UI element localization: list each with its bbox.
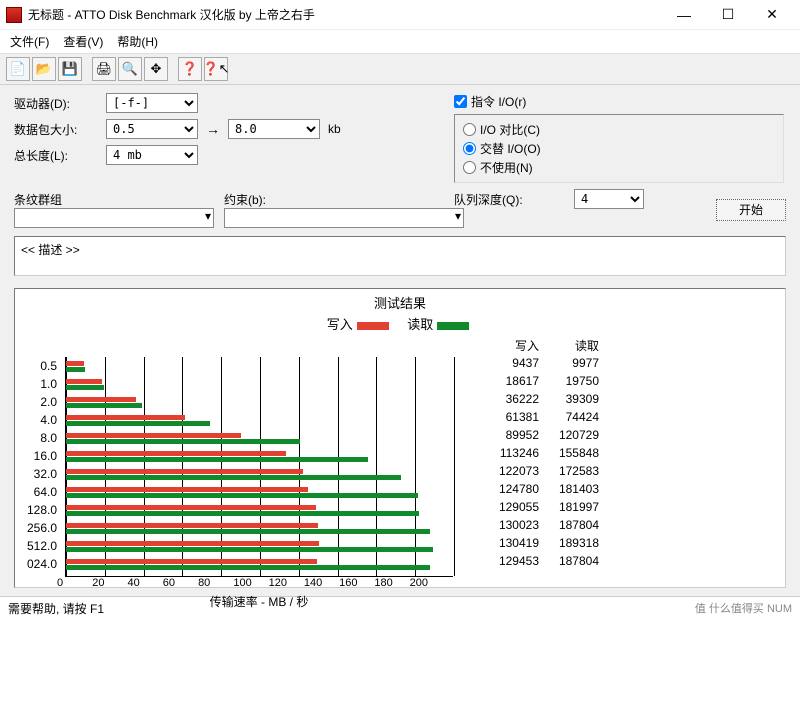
constraint-select[interactable]: ▾ [224, 208, 464, 228]
cell-read: 19750 [539, 374, 599, 388]
direct-io-check[interactable]: 指令 I/O(r) [454, 93, 784, 110]
menu-help[interactable]: 帮助(H) [117, 33, 158, 50]
cell-read: 9977 [539, 356, 599, 370]
menu-bar: 文件(F) 查看(V) 帮助(H) [0, 30, 800, 54]
toolbar-btn-0[interactable]: 📄 [6, 57, 30, 81]
col-write: 写入 [479, 337, 539, 354]
drive-label: 驱动器(D): [14, 95, 106, 112]
toolbar-btn-1[interactable]: 📂 [32, 57, 56, 81]
cell-read: 181403 [539, 482, 599, 496]
pktsize-label: 数据包大小: [14, 121, 106, 138]
radio-overlap[interactable] [463, 142, 476, 155]
menu-view[interactable]: 查看(V) [63, 33, 103, 50]
cell-write: 124780 [479, 482, 539, 496]
cell-write: 9437 [479, 356, 539, 370]
close-button[interactable]: ✕ [750, 1, 794, 29]
toolbar-btn-9[interactable]: ❓↖ [204, 57, 228, 81]
toolbar-btn-2[interactable]: 💾 [58, 57, 82, 81]
chart-legend: 写入 读取 [19, 314, 781, 333]
cell-read: 74424 [539, 410, 599, 424]
toolbar: 📄📂💾 🖨🔍✥ ❓❓↖ [0, 54, 800, 85]
direct-io-checkbox[interactable] [454, 95, 467, 108]
write-swatch [357, 322, 389, 330]
col-read: 读取 [539, 337, 599, 354]
constraint-label: 约束(b): [224, 191, 464, 208]
cell-read: 187804 [539, 518, 599, 532]
io-mode-group: I/O 对比(C) 交替 I/O(O) 不使用(N) [454, 114, 784, 183]
results-table: 写入 读取 9437997718617197503622239309613817… [479, 337, 599, 587]
results-title: 测试结果 [19, 293, 781, 312]
cell-read: 189318 [539, 536, 599, 550]
stripe-select[interactable]: ▾ [14, 208, 214, 228]
radio-none[interactable] [463, 161, 476, 174]
toolbar-btn-6[interactable]: ✥ [144, 57, 168, 81]
title-bar: 无标题 - ATTO Disk Benchmark 汉化版 by 上帝之右手 —… [0, 0, 800, 30]
len-select[interactable]: 4 mb [106, 145, 198, 165]
read-swatch [437, 322, 469, 330]
pkt-to-select[interactable]: 8.0 [228, 119, 320, 139]
menu-file[interactable]: 文件(F) [10, 33, 49, 50]
maximize-button[interactable]: ☐ [706, 1, 750, 29]
stripe-label: 条纹群组 [14, 191, 214, 208]
toolbar-btn-5[interactable]: 🔍 [118, 57, 142, 81]
app-icon [6, 7, 22, 23]
cell-write: 129453 [479, 554, 539, 568]
qd-select[interactable]: 4 [574, 189, 644, 209]
drive-select[interactable]: [-f-] [106, 93, 198, 113]
cell-write: 122073 [479, 464, 539, 478]
cell-write: 113246 [479, 446, 539, 460]
minimize-button[interactable]: — [662, 1, 706, 29]
cell-read: 172583 [539, 464, 599, 478]
toolbar-btn-8[interactable]: ❓ [178, 57, 202, 81]
toolbar-btn-4[interactable]: 🖨 [92, 57, 116, 81]
cell-write: 89952 [479, 428, 539, 442]
results-panel: 测试结果 写入 读取 0.51.02.04.08.016.032.064.012… [14, 288, 786, 588]
cell-read: 39309 [539, 392, 599, 406]
pkt-unit: kb [328, 122, 341, 136]
arrow-icon: → [206, 121, 220, 137]
bar-chart: 0.51.02.04.08.016.032.064.0128.0256.0512… [19, 337, 459, 587]
cell-read: 155848 [539, 446, 599, 460]
radio-compare[interactable] [463, 123, 476, 136]
description-box[interactable]: << 描述 >> [14, 236, 786, 276]
cell-read: 187804 [539, 554, 599, 568]
cell-read: 120729 [539, 428, 599, 442]
x-axis-label: 传输速率 - MB / 秒 [65, 593, 453, 610]
pkt-from-select[interactable]: 0.5 [106, 119, 198, 139]
window-title: 无标题 - ATTO Disk Benchmark 汉化版 by 上帝之右手 [28, 6, 662, 23]
cell-write: 129055 [479, 500, 539, 514]
cell-write: 130023 [479, 518, 539, 532]
cell-write: 18617 [479, 374, 539, 388]
cell-write: 61381 [479, 410, 539, 424]
cell-read: 181997 [539, 500, 599, 514]
cell-write: 36222 [479, 392, 539, 406]
cell-write: 130419 [479, 536, 539, 550]
qd-label: 队列深度(Q): [454, 191, 574, 208]
status-right: 值 什么值得买 NUM [695, 600, 792, 617]
len-label: 总长度(L): [14, 147, 106, 164]
